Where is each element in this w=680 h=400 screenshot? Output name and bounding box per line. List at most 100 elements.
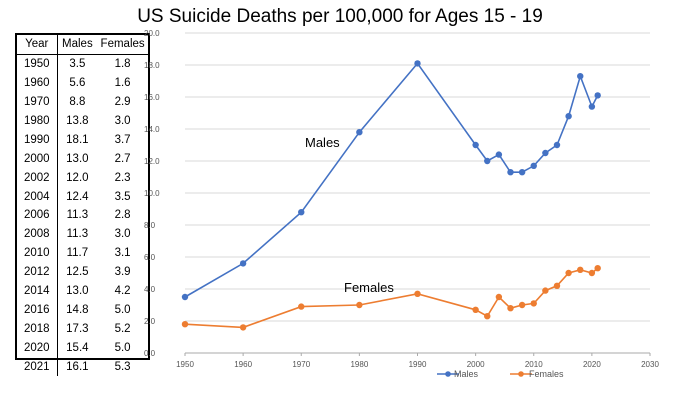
females-cell: 2.8 (114, 209, 131, 222)
males-cell: 11.7 (66, 247, 89, 260)
males-data-point (594, 92, 601, 99)
females-data-point (518, 301, 526, 309)
females-data-point (356, 301, 363, 309)
x-tick-label: 1990 (409, 360, 427, 369)
females-data-point (495, 293, 503, 301)
females-data-point (588, 269, 596, 277)
females-cell: 2.7 (114, 152, 131, 165)
x-tick-label: 1980 (350, 360, 368, 369)
table-row: 1960 5.6 1.6 (17, 73, 148, 93)
males-data-point (577, 73, 584, 80)
table-row: 2018 17.3 5.2 (17, 319, 148, 339)
females-cell: 2.3 (114, 171, 131, 184)
females-data-point (577, 266, 584, 273)
females-data-point (594, 265, 601, 272)
column-header-males: Males (62, 38, 93, 51)
males-cell: 16.1 (66, 360, 89, 373)
legend-females-label: Females (529, 369, 564, 379)
females-cell: 3.9 (114, 266, 131, 279)
males-data-point (181, 293, 189, 301)
year-cell: 2006 (17, 206, 58, 225)
table-row: 2021 16.1 5.3 (17, 357, 148, 377)
males-data-point (530, 162, 537, 169)
y-tick-label: 14.0 (144, 125, 160, 134)
table-row: 2010 11.7 3.1 (17, 243, 148, 263)
females-cell: 5.2 (114, 322, 131, 335)
males-data-point (495, 151, 503, 158)
females-cell: 3.1 (114, 247, 131, 260)
y-tick-label: 4.0 (144, 285, 156, 294)
table-row: 2006 11.3 2.8 (17, 206, 148, 225)
column-header-females: Females (100, 38, 145, 51)
males-cell: 17.3 (66, 322, 89, 335)
year-cell: 2018 (17, 319, 58, 339)
males-data-point (507, 169, 514, 176)
females-data-point (298, 303, 305, 310)
males-cell: 12.5 (66, 266, 89, 279)
year-cell: 1990 (17, 130, 58, 150)
table-body: 1950 3.5 1.8 1960 5.6 1.6 1970 8.8 2.9 1980 13.8 3.… (17, 54, 148, 377)
y-tick-label: 20.0 (144, 29, 160, 38)
males-cell: 8.8 (69, 96, 86, 109)
males-cell: 15.4 (66, 341, 89, 354)
chart-title: US Suicide Deaths per 100,000 for Ages 1… (137, 6, 543, 27)
males-data-point (414, 60, 421, 67)
table-row: 1990 18.1 3.7 (17, 130, 148, 150)
males-cell: 14.8 (66, 303, 89, 316)
males-data-point (518, 169, 526, 176)
males-cell: 12.0 (66, 171, 89, 184)
y-tick-label: 8.0 (144, 221, 156, 230)
females-cell: 3.0 (114, 115, 131, 127)
year-cell: 1960 (17, 73, 58, 93)
males-data-point (565, 113, 572, 120)
table-row: 1980 13.8 3.0 (17, 111, 148, 131)
table-row: 2002 12.0 2.3 (17, 168, 148, 188)
table-row: 2008 11.3 3.0 (17, 224, 148, 244)
males-data-point (239, 260, 247, 267)
y-tick-label: 10.0 (144, 189, 160, 198)
legend-females-marker (518, 371, 524, 377)
data-table: Year Males Females 1950 3.5 1.8 1960 5.6 1.6 1… (15, 33, 150, 377)
y-tick-label: 0.0 (144, 349, 156, 358)
x-tick-label: 1970 (292, 360, 310, 369)
females-cell: 5.3 (114, 360, 131, 373)
females-cell: 3.0 (114, 228, 131, 241)
males-cell: 13.0 (66, 285, 89, 298)
males-cell: 11.3 (66, 209, 89, 222)
females-data-point (507, 305, 514, 312)
females-data-point (553, 282, 561, 289)
year-cell: 2004 (17, 187, 58, 207)
males-cell: 5.6 (69, 77, 86, 90)
males-cell: 13.8 (66, 115, 89, 127)
males-series-label: Males (305, 135, 340, 150)
x-tick-label: 2030 (641, 360, 659, 369)
data-table-grid: Year Males Females 1950 3.5 1.8 1960 5.6 1.6 1… (17, 35, 148, 377)
females-cell: 1.8 (114, 58, 131, 71)
males-data-point (298, 209, 305, 216)
x-tick-label: 2000 (467, 360, 485, 369)
table-row: 1950 3.5 1.8 (17, 54, 148, 74)
females-cell: 2.9 (114, 96, 131, 109)
males-cell: 3.5 (69, 58, 86, 71)
year-cell: 1970 (17, 92, 58, 112)
females-series-line (184, 267, 599, 329)
year-cell: 2008 (17, 224, 58, 244)
table-header-row: Year Males Females (17, 35, 148, 55)
year-cell: 2014 (17, 281, 58, 301)
females-cell: 4.2 (114, 285, 131, 298)
year-cell: 2012 (17, 262, 58, 282)
females-data-point (542, 287, 549, 294)
y-tick-label: 18.0 (144, 61, 160, 70)
males-series-line (184, 62, 599, 298)
males-data-point (553, 141, 561, 149)
table-row: 2016 14.8 5.0 (17, 300, 148, 320)
legend-males-label: Males (454, 369, 479, 379)
females-data-point (530, 300, 537, 307)
x-tick-label: 1960 (234, 360, 252, 369)
x-tick-label: 1950 (176, 360, 194, 369)
year-cell: 2020 (17, 338, 58, 358)
y-tick-label: 2.0 (144, 317, 156, 326)
females-cell: 5.0 (114, 303, 131, 316)
table-row: 2004 12.4 3.5 (17, 187, 148, 207)
